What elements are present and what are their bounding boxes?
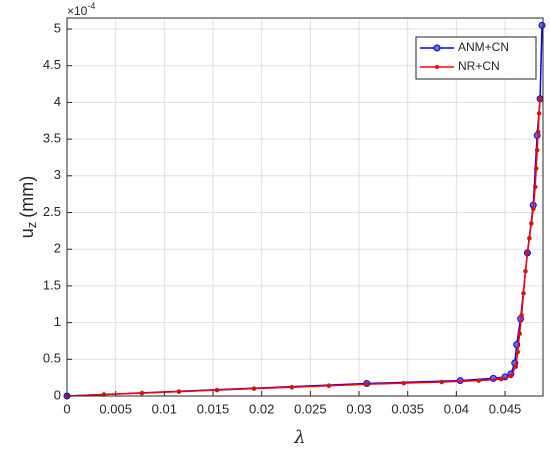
- data-point: [364, 381, 370, 387]
- data-point: [508, 373, 514, 379]
- legend-label: NR+CN: [458, 59, 500, 73]
- y-multiplier-exponent: -4: [87, 1, 95, 11]
- series-line: [66, 25, 543, 397]
- x-tick-label: 0.01: [152, 401, 177, 416]
- data-point: [139, 390, 145, 396]
- plot-area: [67, 18, 543, 396]
- data-point: [513, 364, 519, 369]
- data-point: [439, 379, 445, 385]
- y-tick-label: 3: [54, 167, 61, 182]
- y-label-main: u: [17, 228, 37, 238]
- y-axis-label-text: uz (mm): [17, 176, 40, 239]
- x-tick-label: 0.045: [489, 401, 522, 416]
- axes-box: [66, 17, 544, 397]
- y-axis-label: uz (mm): [17, 176, 40, 239]
- data-point: [525, 250, 530, 256]
- y-tick-label: 4.5: [43, 57, 61, 72]
- series-line: [66, 98, 541, 397]
- y-tick-label: 1: [54, 314, 61, 329]
- data-point: [476, 378, 482, 383]
- data-point: [401, 380, 407, 386]
- data-point: [529, 221, 534, 226]
- y-tick-label: 0: [54, 387, 61, 402]
- y-tick-label: 3.5: [43, 131, 61, 146]
- y-tick-label: 1.5: [43, 277, 61, 292]
- x-tick-label: 0: [63, 401, 70, 416]
- x-tick-label: 0.02: [249, 401, 274, 416]
- x-tick-label: 0.04: [444, 401, 469, 416]
- y-multiplier-base: ×10: [67, 4, 88, 18]
- data-point: [251, 386, 257, 391]
- data-point: [289, 384, 295, 390]
- y-tick-label: 0.5: [43, 351, 61, 366]
- data-point: [214, 387, 220, 393]
- y-tick-label: 2.5: [43, 204, 61, 219]
- data-point: [519, 312, 524, 318]
- data-point: [532, 184, 538, 190]
- data-point: [538, 21, 546, 29]
- data-point: [527, 235, 532, 241]
- lines: [63, 21, 546, 400]
- legend-box: [415, 36, 537, 80]
- legend-label: ANM+CN: [458, 40, 509, 54]
- legend: ANM+CN NR+CN: [415, 36, 537, 80]
- x-tick-label: 0.03: [346, 401, 371, 416]
- legend-marker: [435, 65, 439, 69]
- x-tick-label: 0.035: [391, 401, 424, 416]
- y-multiplier: ×10-4: [67, 1, 95, 18]
- data-point: [535, 129, 541, 135]
- data-point: [176, 389, 182, 394]
- legend-marker: [433, 44, 441, 52]
- y-label-unit: (mm): [17, 176, 37, 218]
- data-point: [536, 111, 542, 116]
- y-tick-label: 4: [54, 94, 61, 109]
- data-point: [533, 166, 539, 171]
- data-point: [523, 268, 528, 274]
- y-label-sub: z: [24, 222, 39, 229]
- data-point: [498, 376, 504, 382]
- y-tick-label: 5: [54, 20, 61, 35]
- data-point: [537, 96, 543, 102]
- data-point: [515, 349, 520, 355]
- y-tick-label: 2: [54, 241, 61, 256]
- data-point: [530, 206, 536, 212]
- x-tick-label: 0.005: [99, 401, 132, 416]
- x-tick-label: 0.025: [294, 401, 327, 416]
- data-point: [534, 147, 540, 153]
- data-point: [521, 290, 526, 296]
- x-axis-label: λ: [293, 427, 305, 448]
- data-point: [326, 383, 332, 389]
- x-tick-label: 0.015: [197, 401, 230, 416]
- data-point: [517, 331, 522, 336]
